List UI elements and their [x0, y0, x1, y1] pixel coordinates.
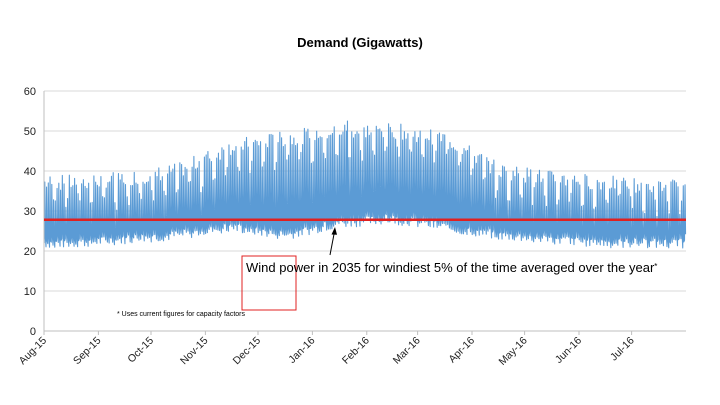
y-tick-label: 50 [24, 126, 36, 138]
x-tick-label: Dec-15 [231, 335, 264, 368]
wind-annotation: Wind power in 2035 for windiest 5% of th… [246, 260, 657, 275]
x-tick-label: May-16 [496, 335, 529, 368]
wind-annotation-text: Wind power in 2035 for windiest 5% of th… [246, 260, 655, 275]
demand-line [43, 120, 687, 249]
x-tick-label: Apr-16 [446, 335, 477, 366]
x-tick-label: Feb-16 [340, 335, 372, 367]
y-tick-label: 0 [30, 326, 36, 338]
x-tick-label: Jul-16 [608, 335, 637, 364]
x-tick-label: Mar-16 [391, 335, 423, 367]
x-tick-label: Aug-15 [17, 335, 50, 368]
y-tick-label: 60 [24, 86, 36, 98]
x-tick-label: Jun-16 [553, 335, 584, 366]
x-tick-label: Jan-16 [286, 335, 317, 366]
y-tick-label: 10 [24, 286, 36, 298]
chart-title: Demand (Gigawatts) [297, 35, 423, 50]
y-axis-ticks: 0 10 20 30 40 50 60 [24, 86, 36, 338]
x-tick-label: Oct-15 [125, 335, 156, 366]
x-axis-ticks: Aug-15 Sep-15 Oct-15 Nov-15 Dec-15 Jan-16 Feb-… [17, 331, 637, 368]
highlight-box [241, 255, 297, 311]
y-tick-label: 20 [24, 246, 36, 258]
annotation-arrowhead [331, 227, 337, 235]
footnote: * Uses current figures for capacity fact… [117, 311, 245, 318]
y-tick-label: 40 [24, 166, 36, 178]
demand-series [43, 120, 687, 249]
x-tick-label: Sep-15 [71, 335, 104, 368]
y-tick-label: 30 [24, 206, 36, 218]
x-tick-label: Nov-15 [178, 335, 211, 368]
wind-annotation-star: * [654, 262, 657, 271]
